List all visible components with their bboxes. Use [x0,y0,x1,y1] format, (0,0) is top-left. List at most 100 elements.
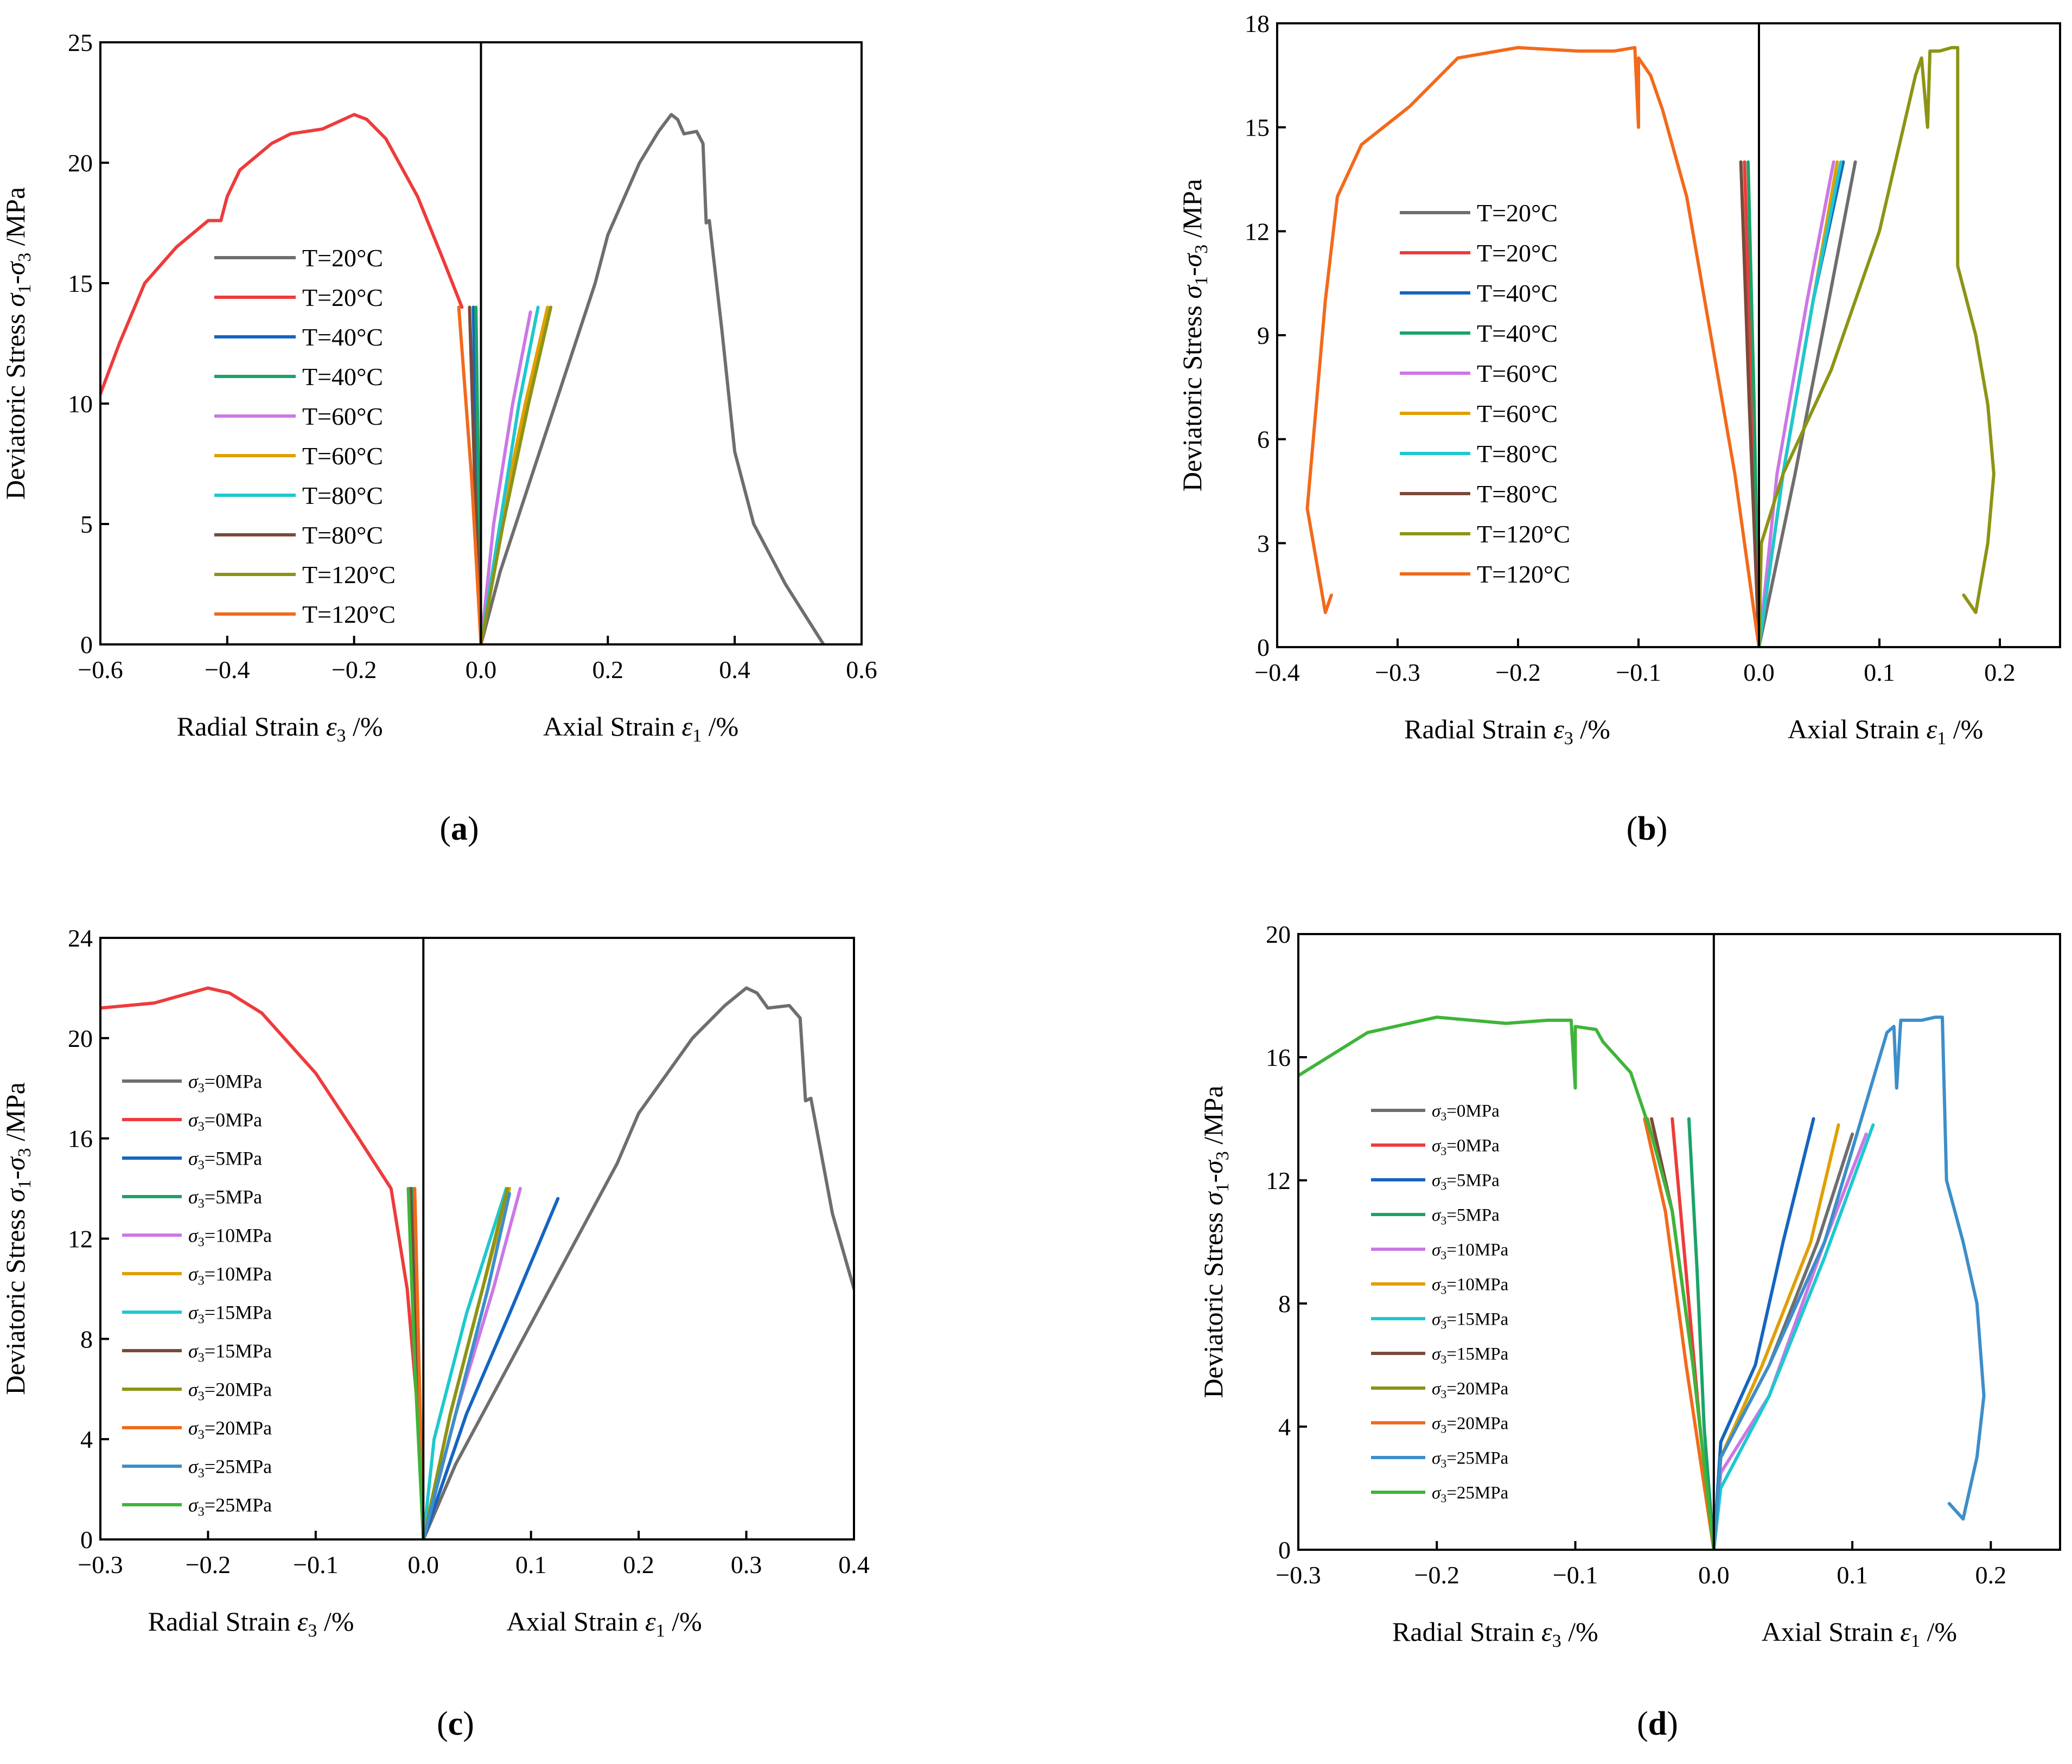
x-axis-label-radial: Radial Strain ε3​ /% [1404,714,1610,749]
legend-label: T=80°C [302,521,383,549]
series-line-7 [422,1187,508,1539]
x-tick-label: −0.1 [1616,659,1661,686]
legend-label: σ3​=20MPa [188,1417,272,1442]
series-line-4 [1687,1117,1716,1550]
x-tick-label: −0.1 [293,1551,338,1578]
legend-label: T=60°C [302,402,383,430]
legend-label: T=40°C [1477,319,1558,347]
legend-label: σ3​=25MPa [1432,1484,1509,1505]
legend-label: T=120°C [1477,560,1570,588]
chart-panel-b: −0.4 −0.3 −0.2 −0.1 0.0 0.1 0.2 0 3 6 9 12 15 18 Radia… [1177,10,2061,847]
x-tick-label: 0.1 [515,1551,547,1578]
y-tick-label: 16 [68,1125,93,1153]
x-tick-label: 0.2 [623,1551,654,1578]
legend-label: T=120°C [302,600,396,628]
y-tick-label: 12 [1266,1167,1291,1194]
x-tick-label: −0.4 [205,656,250,683]
legend: T=20°C T=20°C T=40°C T=40°C T=60°C T=60°C T=80… [1400,199,1570,588]
legend-label: T=80°C [1477,440,1558,468]
legend-label: σ3​=5MPa [188,1148,262,1173]
legend-label: σ3​=10MPa [1432,1275,1509,1297]
x-axis-label-axial: Axial Strain ε1​ /% [507,1606,702,1641]
legend-label: σ3​=15MPa [188,1302,272,1327]
legend-label: σ3​=10MPa [1432,1241,1509,1262]
series-line-11 [422,1192,511,1539]
y-tick-label: 6 [1257,426,1270,453]
series-line-9 [1757,46,1996,647]
x-axis-label-axial: Axial Strain ε1​ /% [543,711,738,746]
x-tick-label: 0.4 [838,1551,870,1578]
x-axis-label-axial: Axial Strain ε1​ /% [1788,714,1983,749]
y-tick-label: 0 [1257,634,1270,661]
legend-label: T=20°C [1477,199,1558,227]
y-tick-label: 16 [1266,1044,1291,1071]
x-tick-label: −0.4 [1254,659,1299,686]
chart-panel-d: −0.3 −0.2 −0.1 0.0 0.1 0.2 0 4 8 12 16 20 Radial Str… [1198,921,2061,1742]
legend-label: σ3​=0MPa [1432,1136,1500,1158]
panel-label: (a) [439,810,479,847]
y-tick-label: 8 [1278,1290,1291,1318]
y-tick-label: 20 [68,1025,93,1052]
series-line-1 [422,986,854,1539]
legend-label: T=40°C [1477,279,1558,307]
legend-label: T=40°C [302,323,383,351]
plot-frame [1297,933,2061,1551]
y-tick-label: 0 [80,631,93,659]
x-tick-label: −0.3 [1276,1561,1321,1589]
y-axis-label: Deviatoric Stress σ1​-σ3​ /MPa [0,1082,35,1395]
legend-label: σ3​=25MPa [1432,1449,1509,1471]
x-tick-label: −0.3 [1375,659,1420,686]
x-axis-label-radial: Radial Strain ε3​ /% [148,1606,354,1641]
legend-label: σ3​=25MPa [188,1494,272,1519]
x-tick-label: −0.1 [1553,1561,1598,1589]
x-tick-label: −0.2 [186,1551,231,1578]
x-tick-label: 0.0 [1743,659,1775,686]
legend-label: T=40°C [302,363,383,391]
series-line-8 [1739,160,1761,647]
legend-label: σ3​=0MPa [1432,1102,1500,1123]
legend-label: T=20°C [302,284,383,311]
series-group [100,113,825,644]
x-tick-label: 0.2 [1975,1561,2007,1589]
chart-panel-a: −0.6 −0.4 −0.2 0.0 0.2 0.4 0.6 0 5 10 15 20 25 Radial… [0,29,877,847]
series-line-12 [1298,1015,1716,1550]
y-tick-label: 0 [1278,1536,1291,1564]
x-tick-label: −0.3 [78,1551,123,1578]
legend-label: T=60°C [1477,400,1558,427]
series-group [1298,1015,1986,1550]
x-tick-label: 0.6 [846,656,877,683]
y-tick-label: 12 [68,1225,93,1253]
y-tick-label: 9 [1257,322,1270,349]
chart-panel-c: −0.3 −0.2 −0.1 0.0 0.1 0.2 0.3 0.4 0 4 8 12 16 20 24 Ra… [0,924,870,1742]
series-line-1 [1757,160,1857,647]
x-tick-label: −0.2 [1414,1561,1459,1589]
legend-label: σ3​=20MPa [1432,1379,1509,1401]
legend-label: σ3​=20MPa [188,1379,272,1404]
legend-label: σ3​=5MPa [1432,1206,1500,1228]
series-line-5 [1757,160,1835,647]
y-tick-label: 10 [68,390,93,418]
legend-label: T=80°C [302,482,383,509]
y-tick-label: 8 [80,1325,93,1353]
y-tick-label: 4 [80,1426,93,1453]
x-tick-label: −0.2 [331,656,377,683]
legend: σ3​=0MPa σ3​=0MPa σ3​=5MPa σ3​=5MPa σ3​=10MP… [122,1071,272,1519]
legend-label: σ3​=5MPa [188,1186,262,1211]
series-line-2 [100,986,425,1539]
legend-label: T=120°C [1477,520,1570,548]
y-tick-label: 4 [1278,1413,1291,1441]
legend-label: σ3​=10MPa [188,1225,272,1250]
x-tick-label: 0.3 [731,1551,762,1578]
series-line-1 [479,113,825,644]
series-line-5 [479,310,532,644]
x-tick-label: 0.1 [1837,1561,1868,1589]
series-line-11 [1712,1015,1986,1550]
y-tick-label: 5 [80,510,93,538]
legend-label: σ3​=20MPa [1432,1414,1509,1436]
y-axis-label: Deviatoric Stress σ1​-σ3​ /MPa [0,187,35,500]
series-line-10 [457,305,483,644]
y-tick-label: 3 [1257,529,1270,557]
x-tick-label: 0.0 [466,656,497,683]
series-line-9 [479,305,553,644]
legend-label: T=120°C [302,561,396,589]
